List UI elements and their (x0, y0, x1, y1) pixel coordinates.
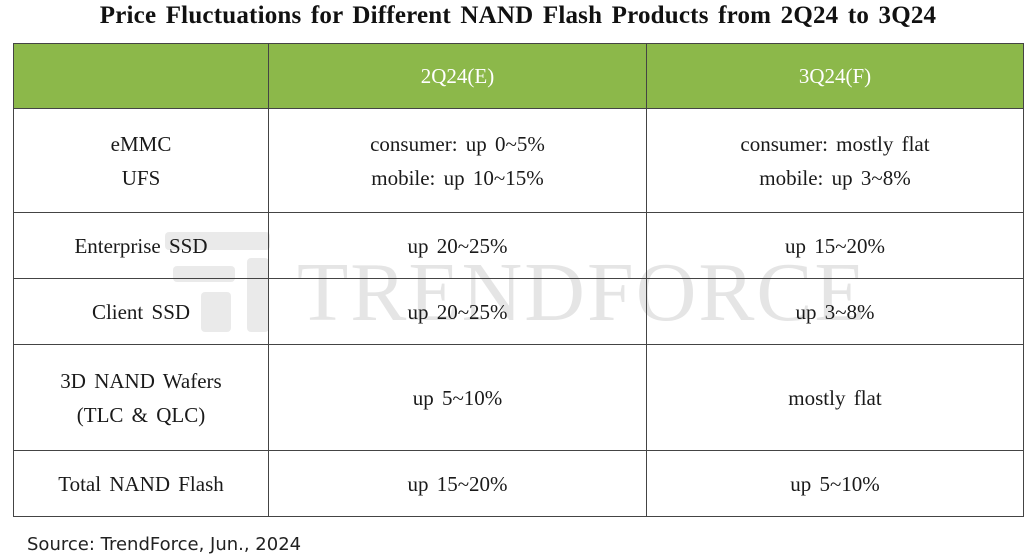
table-row: Enterprise SSD up 20~25% up 15~20% (13, 212, 1024, 279)
product-label: (TLC & QLC) (76, 402, 206, 427)
header-cell-2q24: 2Q24(E) (268, 43, 647, 109)
product-label: Client SSD (91, 299, 191, 324)
product-label: eMMC (110, 131, 172, 156)
q3-cell: up 5~10% (646, 450, 1024, 517)
q3-cell: up 15~20% (646, 212, 1024, 279)
table-row: 3D NAND Wafers (TLC & QLC) up 5~10% most… (13, 344, 1024, 451)
product-label: UFS (121, 165, 161, 190)
product-label: Enterprise SSD (74, 233, 208, 258)
q2-cell: up 5~10% (268, 344, 647, 451)
q3-cell: consumer: mostly flat mobile: up 3~8% (646, 108, 1024, 213)
product-cell: eMMC UFS (13, 108, 269, 213)
table-row: Total NAND Flash up 15~20% up 5~10% (13, 450, 1024, 517)
product-cell: Total NAND Flash (13, 450, 269, 517)
q3-value: mostly flat (788, 385, 882, 410)
q3-value: up 5~10% (790, 471, 880, 496)
q2-value: consumer: up 0~5% (370, 131, 545, 156)
header-cell-blank (13, 43, 269, 109)
product-cell: Client SSD (13, 278, 269, 345)
q2-cell: up 20~25% (268, 212, 647, 279)
q2-value: up 20~25% (407, 233, 508, 258)
table-header-row: 2Q24(E) 3Q24(F) (13, 43, 1024, 109)
header-cell-3q24: 3Q24(F) (646, 43, 1024, 109)
page-title: Price Fluctuations for Different NAND Fl… (99, 2, 937, 29)
q2-value: mobile: up 10~15% (371, 165, 544, 190)
q3-value: mobile: up 3~8% (759, 165, 911, 190)
q2-value: up 15~20% (407, 471, 508, 496)
q2-cell: up 15~20% (268, 450, 647, 517)
table-row: eMMC UFS consumer: up 0~5% mobile: up 10… (13, 108, 1024, 213)
product-label: 3D NAND Wafers (60, 368, 222, 393)
q3-value: consumer: mostly flat (740, 131, 930, 156)
q2-value: up 5~10% (412, 385, 503, 410)
price-table: 2Q24(E) 3Q24(F) eMMC UFS consumer: up 0~… (13, 43, 1024, 517)
q3-value: up 3~8% (795, 299, 875, 324)
q2-value: up 20~25% (407, 299, 508, 324)
table-row: Client SSD up 20~25% up 3~8% (13, 278, 1024, 345)
q2-cell: up 20~25% (268, 278, 647, 345)
q3-cell: mostly flat (646, 344, 1024, 451)
source-note: Source: TrendForce, Jun., 2024 (27, 534, 302, 555)
q2-cell: consumer: up 0~5% mobile: up 10~15% (268, 108, 647, 213)
product-label: Total NAND Flash (58, 471, 224, 496)
product-cell: Enterprise SSD (13, 212, 269, 279)
product-cell: 3D NAND Wafers (TLC & QLC) (13, 344, 269, 451)
q3-cell: up 3~8% (646, 278, 1024, 345)
q3-value: up 15~20% (784, 233, 886, 258)
